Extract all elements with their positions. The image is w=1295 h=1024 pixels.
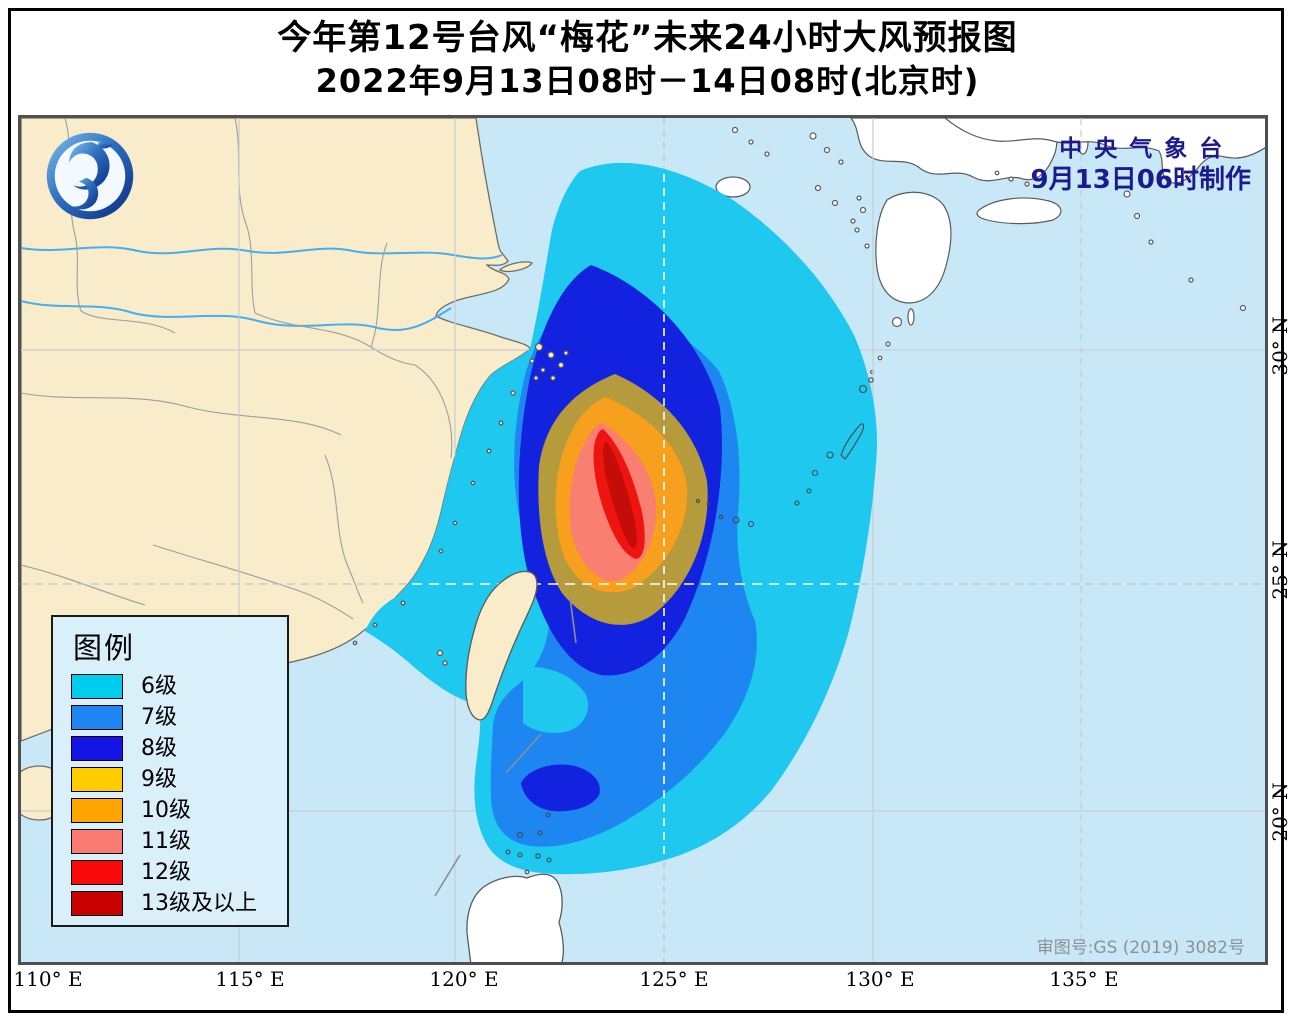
wind-area-level8-south-lobe xyxy=(521,764,600,812)
legend-title: 图例 xyxy=(73,631,136,665)
outline-islands-group xyxy=(505,377,874,875)
legend-label-6: 6级 xyxy=(141,674,177,699)
wind-area-level6-spiral-gap xyxy=(523,666,589,734)
tanegashima-island xyxy=(907,308,915,326)
taiwan-group xyxy=(352,342,569,721)
legend-swatch-8 xyxy=(71,736,123,761)
jeju-island xyxy=(715,176,751,198)
legend-swatch-11 xyxy=(71,829,123,854)
taiwan-island xyxy=(465,570,538,721)
rivers-group xyxy=(21,246,503,332)
title-line-2: 2022年9月13日08时－14日08时(北京时) xyxy=(315,62,980,100)
kyushu-island xyxy=(875,191,952,304)
forecast-map: 中央气象台 9月13日06时制作 审图号:GS (2019) 3082号 图例 … xyxy=(18,115,1268,965)
legend-row-7: 7级 xyxy=(53,702,287,733)
miyako-island xyxy=(732,516,740,524)
legend-row-11: 11级 xyxy=(53,826,287,857)
legend-swatch-9 xyxy=(71,767,123,792)
legend-label-13: 13级及以上 xyxy=(141,891,257,916)
legend-row-10: 10级 xyxy=(53,795,287,826)
page-title: 今年第12号台风“梅花”未来24小时大风预报图 2022年9月13日08时－14… xyxy=(0,16,1295,102)
honshu-island xyxy=(944,118,1265,184)
luzon-group xyxy=(466,873,565,962)
legend-label-9: 9级 xyxy=(141,767,177,792)
chongming-island xyxy=(498,261,533,273)
legend-label-8: 8级 xyxy=(141,736,177,761)
lon-label-120e: 120° E xyxy=(429,967,499,991)
legend-row-6: 6级 xyxy=(53,671,287,702)
batanes-islands xyxy=(545,812,551,818)
legend-swatch-6 xyxy=(71,674,123,699)
fir-boundary-segments xyxy=(434,597,577,897)
legend-row-8: 8级 xyxy=(53,733,287,764)
legend-label-11: 11级 xyxy=(141,829,191,854)
lat-label-30n: 30° N xyxy=(1268,316,1292,376)
lon-label-130e: 130° E xyxy=(845,967,915,991)
penghu-islands xyxy=(436,649,444,657)
title-line-1: 今年第12号台风“梅花”未来24小时大风预报图 xyxy=(277,18,1018,58)
lon-label-110e: 110° E xyxy=(13,967,83,991)
cma-logo-swirl xyxy=(69,142,110,190)
lat-label-25n: 25° N xyxy=(1268,540,1292,600)
legend-label-10: 10级 xyxy=(141,798,191,823)
legend-swatch-7 xyxy=(71,705,123,730)
agency-issue-time: 9月13日06时制作 xyxy=(1030,165,1251,195)
legend-swatch-12 xyxy=(71,860,123,885)
luzon-island xyxy=(466,873,565,962)
graticule-white-over-storm xyxy=(365,162,878,875)
foreign-land-group xyxy=(715,118,1265,375)
agency-credit: 中央气象台 9月13日06时制作 xyxy=(1031,134,1251,196)
legend-swatch-13 xyxy=(71,891,123,916)
legend-swatch-10 xyxy=(71,798,123,823)
legend-row-9: 9级 xyxy=(53,764,287,795)
legend-row-12: 12级 xyxy=(53,857,287,888)
legend-label-12: 12级 xyxy=(141,860,191,885)
lon-label-125e: 125° E xyxy=(639,967,709,991)
okinawa-island xyxy=(840,423,864,460)
cma-logo xyxy=(46,132,134,220)
lon-label-115e: 115° E xyxy=(215,967,285,991)
yangtze-river xyxy=(21,246,503,260)
agency-name: 中央气象台 xyxy=(1059,136,1235,162)
shikoku-island xyxy=(976,197,1062,225)
legend-label-7: 7级 xyxy=(141,705,177,730)
lat-label-20n: 20° N xyxy=(1268,782,1292,842)
wind-area-level13 xyxy=(603,441,637,548)
map-license-note: 审图号:GS (2019) 3082号 xyxy=(1036,938,1245,958)
qiantang-river xyxy=(21,300,452,332)
wind-legend: 图例 6级 7级 8级 9级 10级 11级 12级 xyxy=(51,615,289,927)
lon-label-135e: 135° E xyxy=(1049,967,1119,991)
yakushima-island xyxy=(891,316,903,328)
legend-row-13: 13级及以上 xyxy=(53,888,287,919)
